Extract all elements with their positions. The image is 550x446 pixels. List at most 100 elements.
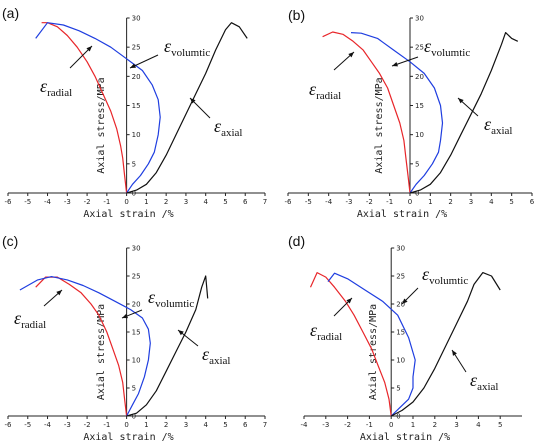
x-tick-label: 5 <box>223 421 227 429</box>
x-tick-label: -5 <box>24 198 31 206</box>
y-tick-label: 5 <box>396 385 400 393</box>
x-tick-label: 3 <box>184 198 188 206</box>
y-axis-title: Axial stress/MPa <box>368 304 379 400</box>
y-tick-label: 30 <box>132 15 141 23</box>
x-tick-label: -5 <box>24 421 31 429</box>
arrow-head <box>122 313 128 319</box>
y-tick-label: 20 <box>415 73 424 81</box>
series-radial-line <box>41 22 128 194</box>
y-tick-label: 0 <box>396 413 400 421</box>
annotation-epsilon-radial: εradial <box>309 79 341 102</box>
arrow-head <box>56 290 62 296</box>
x-tick-label: -6 <box>5 198 13 206</box>
series-volumtic-line <box>19 275 151 417</box>
x-tick-label: -1 <box>103 198 110 206</box>
x-tick-label: 7 <box>263 198 267 206</box>
x-tick-label: 0 <box>389 421 393 429</box>
y-axis-title: Axial stress/MPa <box>374 77 385 173</box>
y-tick-label: 30 <box>396 245 405 253</box>
y-tick-label: 10 <box>396 357 405 365</box>
chart-panel: -4 -3 -2 -1 0 1 2 3 4 5 0 5 10 15 20 25 30 Axial strain /… <box>288 233 522 443</box>
x-tick-label: -2 <box>366 198 373 206</box>
arrow-head <box>458 98 464 104</box>
x-tick-label: 5 <box>223 198 227 206</box>
arrow-head <box>348 52 354 58</box>
x-tick-label: -4 <box>325 198 333 206</box>
series-volumtic-line <box>350 32 444 194</box>
series-radial-line <box>309 271 392 417</box>
panel-label: (c) <box>2 233 18 249</box>
panel-label: (b) <box>288 7 305 23</box>
chart-panel: -6 -5 -4 -3 -2 -1 0 1 2 3 4 5 6 0 5 10 15 20 25 30 Axial str… <box>285 7 535 220</box>
x-tick-label: -4 <box>44 421 52 429</box>
x-tick-label: 3 <box>469 198 473 206</box>
panel-label: (a) <box>2 5 19 21</box>
y-tick-label: 25 <box>132 273 141 281</box>
x-tick-label: 1 <box>428 198 432 206</box>
x-tick-label: 4 <box>476 421 481 429</box>
y-tick-label: 20 <box>396 301 405 309</box>
y-tick-label: 5 <box>415 160 419 168</box>
y-tick-label: 15 <box>132 329 141 337</box>
annotation-epsilon-axial: εaxial <box>470 370 498 393</box>
y-tick-label: 0 <box>132 413 136 421</box>
series-radial-line <box>322 31 411 194</box>
arrow-head <box>452 350 457 356</box>
y-tick-label: 0 <box>415 190 419 198</box>
x-tick-label: -3 <box>346 198 353 206</box>
annotation-epsilon-radial: εradial <box>14 308 46 331</box>
x-tick-label: -3 <box>322 421 329 429</box>
series-axial-line <box>409 31 519 194</box>
y-tick-label: 30 <box>415 15 424 23</box>
x-axis-title: Axial strain /% <box>83 432 173 443</box>
x-tick-label: 4 <box>489 198 494 206</box>
x-tick-label: 2 <box>448 198 452 206</box>
series-radial-line <box>35 276 128 417</box>
x-tick-label: -5 <box>305 198 312 206</box>
x-tick-label: -2 <box>84 198 91 206</box>
x-tick-label: -1 <box>366 421 373 429</box>
y-tick-label: 5 <box>132 385 136 393</box>
y-axis-title: Axial stress/MPa <box>96 77 107 173</box>
x-tick-label: 4 <box>203 198 208 206</box>
y-tick-label: 25 <box>132 44 141 52</box>
arrow-head <box>86 46 92 52</box>
x-tick-label: 6 <box>530 198 535 206</box>
arrow-head <box>402 298 408 304</box>
y-tick-label: 10 <box>132 357 141 365</box>
x-tick-label: 1 <box>411 421 415 429</box>
x-tick-label: -1 <box>103 421 110 429</box>
arrow-head <box>346 298 352 304</box>
annotation-epsilon-volumtic: εvolumtic <box>422 264 468 287</box>
annotation-epsilon-volumtic: εvolumtic <box>424 36 470 59</box>
annotation-epsilon-radial: εradial <box>310 320 342 343</box>
x-axis-title: Axial strain /% <box>83 209 173 220</box>
x-tick-label: 2 <box>433 421 437 429</box>
series-axial-line <box>126 275 209 417</box>
x-tick-label: -6 <box>5 421 13 429</box>
x-tick-label: 0 <box>124 198 128 206</box>
annotation-epsilon-volumtic: εvolumtic <box>148 287 194 310</box>
annotation-epsilon-axial: εaxial <box>202 344 230 367</box>
series-axial-line <box>126 22 248 194</box>
y-tick-label: 15 <box>415 102 424 110</box>
x-tick-label: 6 <box>243 421 248 429</box>
y-tick-label: 10 <box>132 131 141 139</box>
y-tick-label: 20 <box>132 301 141 309</box>
x-tick-label: 3 <box>454 421 458 429</box>
x-tick-label: 2 <box>164 198 168 206</box>
x-tick-label: -2 <box>344 421 351 429</box>
x-tick-label: 0 <box>124 421 128 429</box>
arrow-head <box>130 63 136 68</box>
x-tick-label: 1 <box>144 198 148 206</box>
y-tick-label: 15 <box>396 329 405 337</box>
annotation-epsilon-axial: εaxial <box>484 114 512 137</box>
x-tick-label: 5 <box>498 421 502 429</box>
x-tick-label: -6 <box>285 198 293 206</box>
arrow-head <box>392 61 398 67</box>
y-tick-label: 0 <box>132 190 136 198</box>
x-axis-title: Axial strain /% <box>357 209 447 220</box>
x-tick-label: 2 <box>164 421 168 429</box>
